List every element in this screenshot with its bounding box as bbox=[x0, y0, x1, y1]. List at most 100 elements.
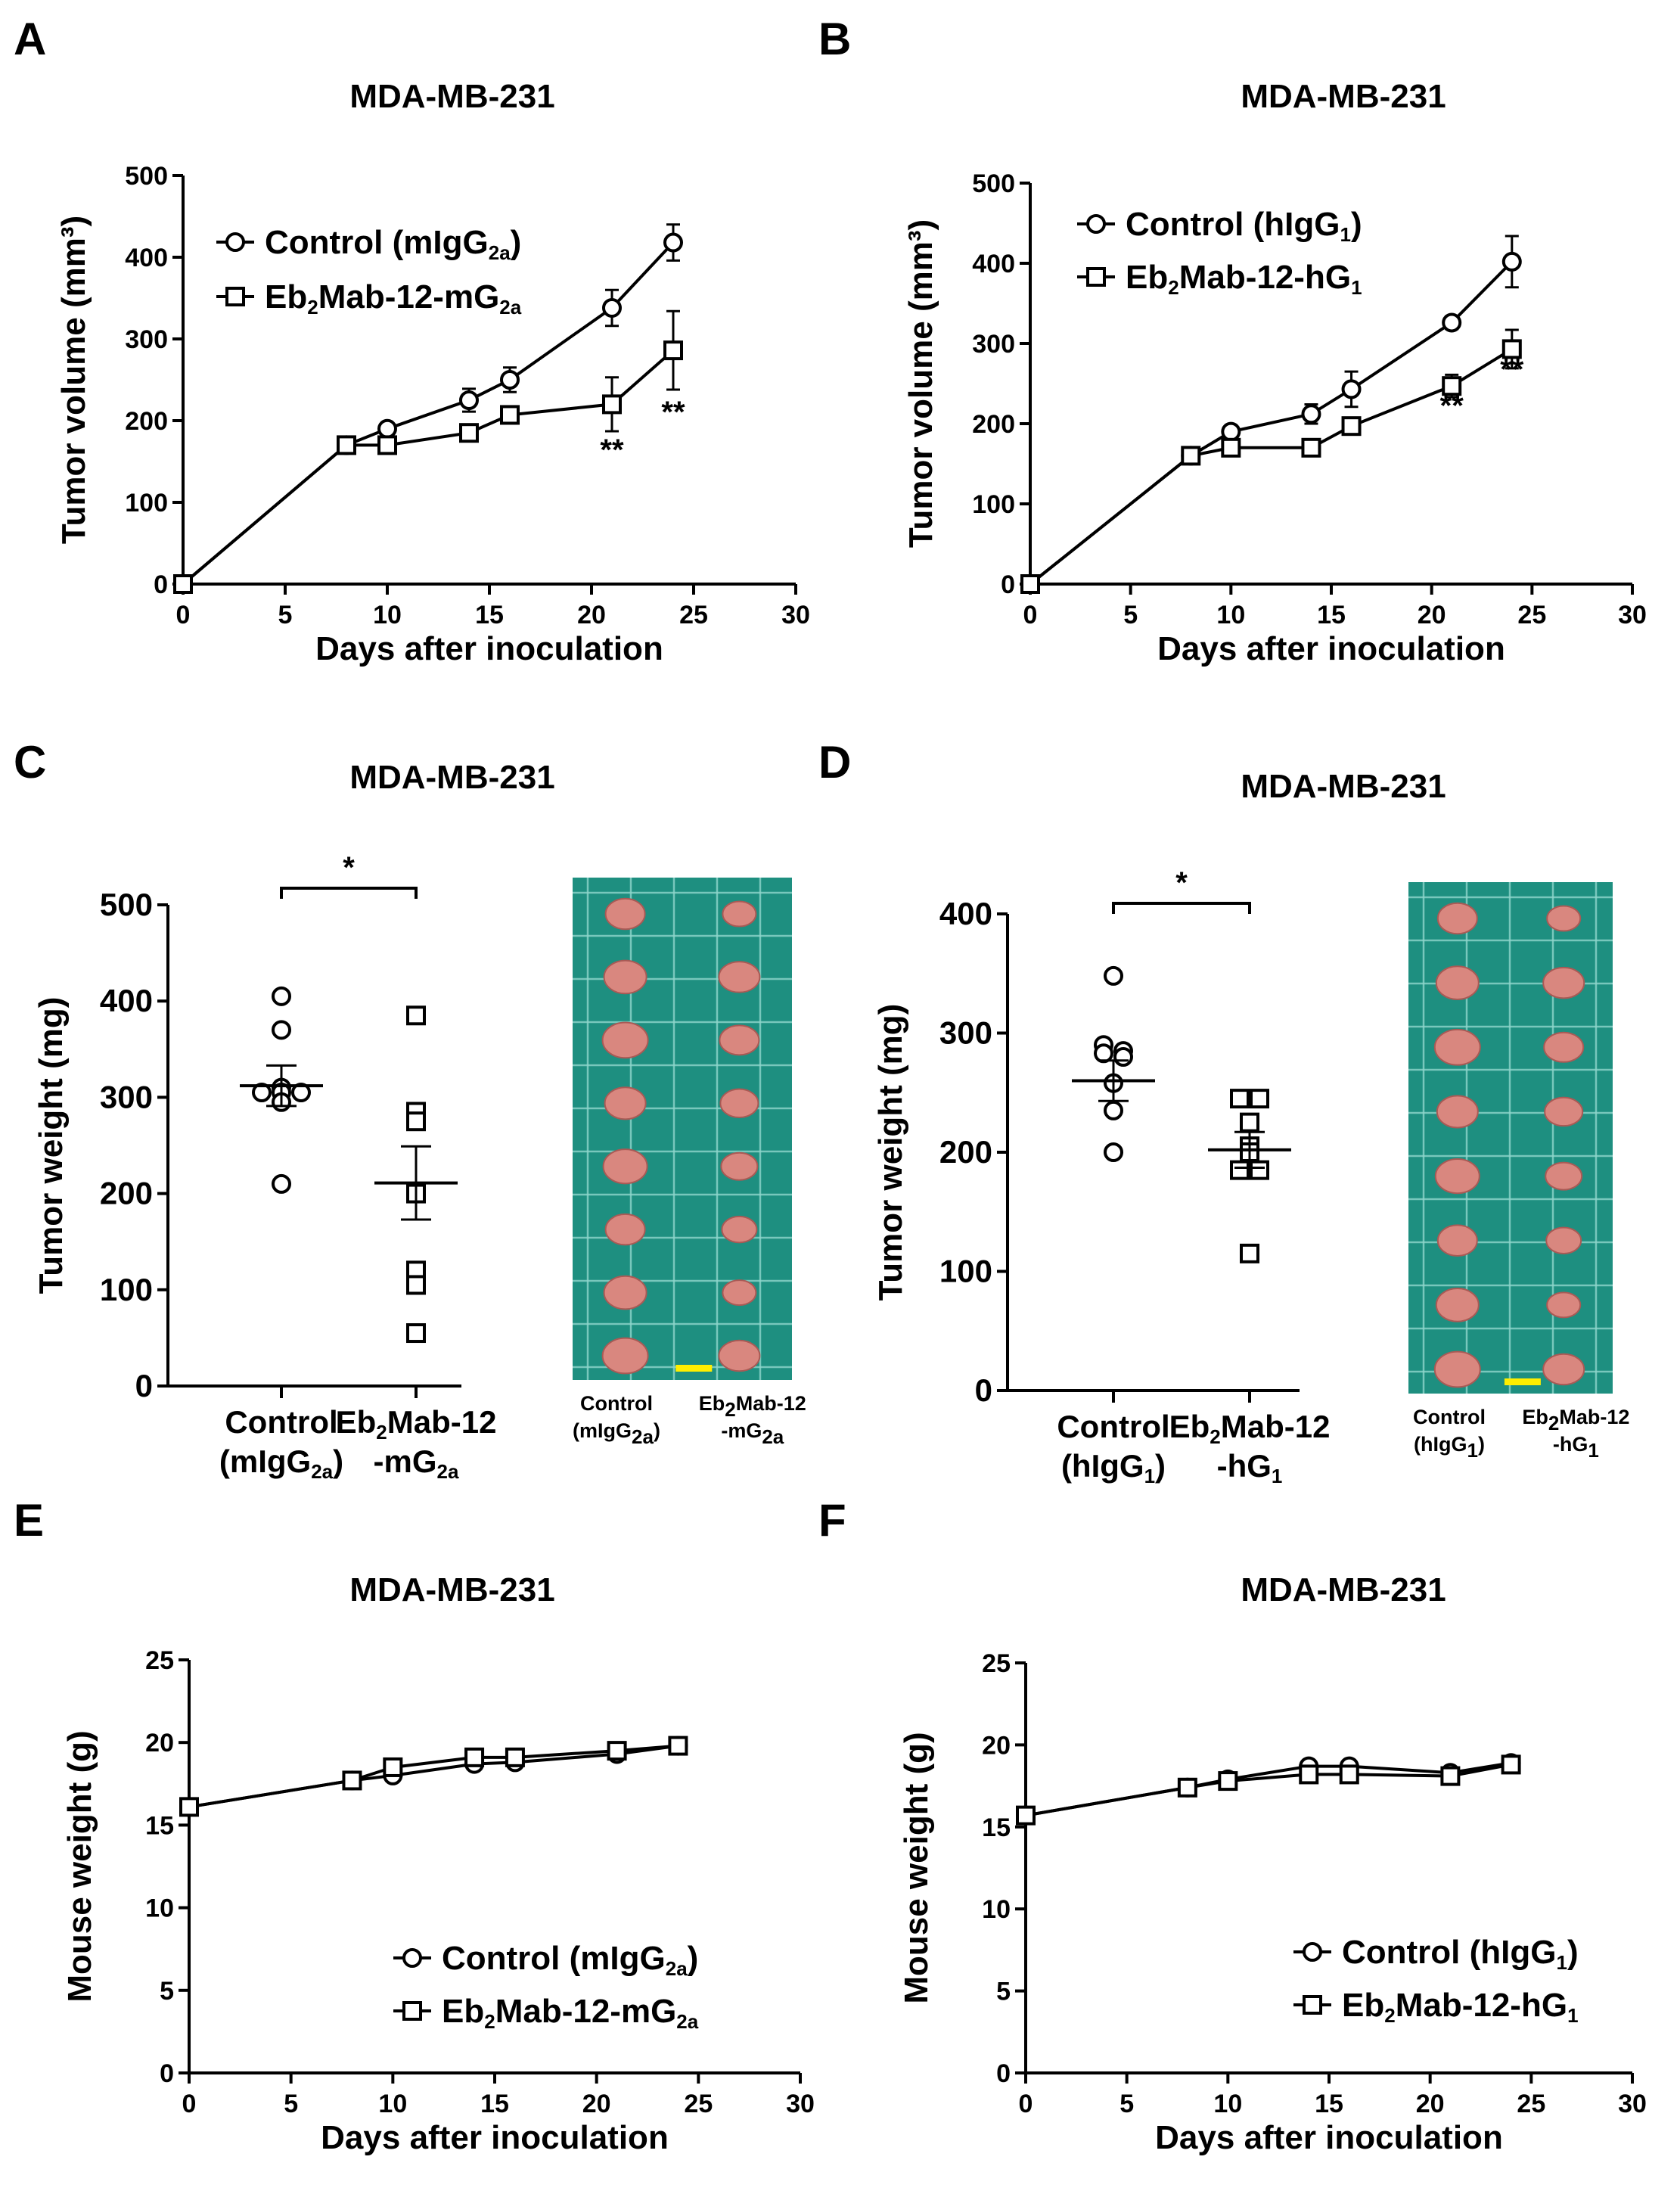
tumor-photo bbox=[573, 878, 792, 1380]
tumor bbox=[604, 1213, 646, 1246]
legend-label: Eb2Mab-12-hG1 bbox=[1126, 259, 1362, 299]
legend-label: Eb2Mab-12-hG1 bbox=[1342, 1987, 1579, 2027]
y-tick-label: 0 bbox=[975, 1372, 992, 1408]
x-tick-label: 20 bbox=[577, 601, 606, 629]
legend-label: Control (mIgG2a) bbox=[265, 224, 521, 264]
photo-background bbox=[573, 878, 792, 1380]
data-point bbox=[1230, 1160, 1250, 1180]
x-tick-label: 0 bbox=[176, 601, 191, 629]
y-tick-label: 100 bbox=[972, 490, 1015, 519]
series-treated bbox=[1020, 328, 1522, 594]
y-axis-label: Tumor weight (mg) bbox=[33, 997, 70, 1294]
tumor bbox=[602, 1148, 648, 1185]
tumor bbox=[601, 1021, 649, 1059]
tumor bbox=[1436, 902, 1478, 935]
y-tick-label: 400 bbox=[100, 983, 153, 1018]
photo-caption: -hG1 bbox=[1553, 1433, 1599, 1462]
data-point bbox=[1020, 574, 1040, 594]
significance-mark: ** bbox=[661, 396, 685, 429]
x-tick-label: 10 bbox=[378, 2090, 407, 2118]
legend-marker bbox=[225, 232, 245, 252]
x-axis-label: Days after inoculation bbox=[321, 2119, 669, 2156]
y-tick-label: 0 bbox=[1001, 570, 1015, 599]
data-point bbox=[1181, 446, 1201, 466]
chart-title: MDA-MB-231 bbox=[349, 1571, 554, 1608]
y-axis-label: Mouse weight (g) bbox=[898, 1732, 935, 2003]
data-point bbox=[668, 1736, 688, 1756]
tumor bbox=[720, 1151, 759, 1181]
panel-e: E MDA-MB-231 0 5 10 15 20 25 0 5 10 15 20 25 30 Days af… bbox=[14, 1495, 815, 2156]
group-control bbox=[1072, 965, 1155, 1403]
series-treated bbox=[1016, 1754, 1521, 1826]
y-tick-label: 200 bbox=[100, 1176, 153, 1211]
data-point bbox=[406, 1323, 426, 1344]
tumor-photo bbox=[1408, 882, 1613, 1394]
significance-mark: * bbox=[343, 851, 355, 884]
category-label: (mIgG2a) bbox=[219, 1444, 343, 1483]
data-point bbox=[464, 1747, 485, 1767]
legend-marker bbox=[1303, 1995, 1322, 2015]
x-tick-label: 0 bbox=[182, 2090, 197, 2118]
data-point bbox=[383, 1757, 403, 1777]
y-tick-label: 200 bbox=[939, 1134, 992, 1170]
legend-label: Control (hIgG1) bbox=[1126, 206, 1362, 246]
y-tick-label: 300 bbox=[100, 1079, 153, 1114]
series-line bbox=[182, 349, 675, 586]
series-control bbox=[1016, 1753, 1521, 1826]
data-point bbox=[272, 986, 291, 1006]
y-tick-label: 5 bbox=[996, 1978, 1011, 2006]
chart-title: MDA-MB-231 bbox=[1241, 768, 1446, 805]
legend-label: Control (hIgG1) bbox=[1342, 1934, 1579, 1974]
legend-label: Control (mIgG2a) bbox=[442, 1940, 698, 1980]
photo-caption: (mIgG2a) bbox=[573, 1419, 660, 1448]
series-treated bbox=[173, 309, 683, 594]
data-point bbox=[663, 340, 683, 361]
y-tick-label: 300 bbox=[972, 330, 1015, 359]
data-point bbox=[500, 405, 520, 425]
x-tick-label: 25 bbox=[1517, 601, 1546, 629]
legend-marker bbox=[1303, 1942, 1322, 1962]
data-point bbox=[459, 423, 479, 443]
data-point bbox=[602, 394, 622, 415]
data-point bbox=[406, 1005, 426, 1026]
x-tick-label: 10 bbox=[373, 601, 402, 629]
tumor bbox=[1435, 965, 1480, 1000]
y-tick-label: 5 bbox=[160, 1977, 174, 2006]
x-tick-label: 5 bbox=[284, 2090, 298, 2118]
data-point bbox=[252, 1083, 272, 1103]
significance-bracket bbox=[280, 887, 418, 899]
tumor bbox=[604, 897, 646, 931]
significance-mark: ** bbox=[1440, 389, 1464, 422]
y-tick-label: 300 bbox=[125, 325, 168, 354]
y-tick-label: 25 bbox=[982, 1649, 1011, 1678]
legend-label: Eb2Mab-12-mG2a bbox=[442, 1993, 699, 2033]
tumor bbox=[722, 1279, 757, 1307]
data-point bbox=[1113, 1047, 1133, 1067]
x-tick-label: 15 bbox=[1315, 2090, 1343, 2118]
data-point bbox=[173, 574, 193, 594]
y-tick-label: 0 bbox=[160, 2059, 174, 2088]
y-tick-label: 500 bbox=[972, 169, 1015, 198]
panel-f: F MDA-MB-231 0 5 10 15 20 25 0 5 10 15 20 25 30 Days af… bbox=[818, 1495, 1647, 2156]
data-point bbox=[1299, 1764, 1319, 1785]
legend-marker bbox=[402, 1948, 422, 1968]
panel-letter: F bbox=[818, 1495, 846, 1546]
category-label: -hG1 bbox=[1217, 1448, 1283, 1487]
tumor bbox=[1435, 1288, 1480, 1322]
data-point bbox=[342, 1770, 362, 1791]
series-line bbox=[1029, 347, 1513, 586]
tumor bbox=[718, 1339, 761, 1372]
tumor bbox=[719, 1088, 759, 1119]
category-label: Control bbox=[1057, 1409, 1169, 1444]
tumor bbox=[1546, 1291, 1582, 1319]
tumor bbox=[1433, 1350, 1481, 1388]
category-label: Control bbox=[225, 1404, 337, 1440]
series-line bbox=[1025, 1761, 1511, 1817]
data-point bbox=[377, 435, 397, 455]
category-label: Eb2Mab-12 bbox=[1169, 1409, 1331, 1448]
legend-marker bbox=[1086, 214, 1106, 234]
panel-b: B MDA-MB-231 0 100 200 300 400 500 0 5 10 15 20 25 30 D… bbox=[818, 14, 1647, 667]
scale-bar bbox=[675, 1365, 713, 1372]
x-tick-label: 0 bbox=[1023, 601, 1038, 629]
